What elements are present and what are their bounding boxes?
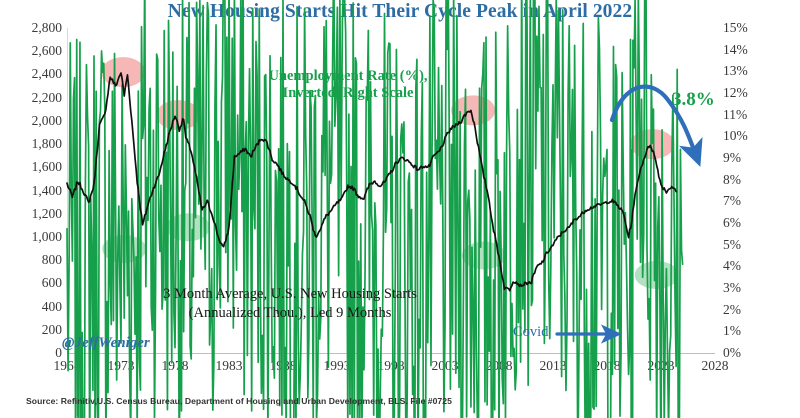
y-axis-right-tick: 7% <box>723 193 741 209</box>
chart-canvas <box>66 0 684 418</box>
y-axis-right-tick: 3% <box>723 280 741 295</box>
y-axis-left-tick: 2,600 <box>31 43 62 59</box>
y-axis-left-tick: 2,200 <box>31 89 62 105</box>
x-axis-tick: 1993 <box>323 358 351 373</box>
y-axis-left-tick: 600 <box>41 275 62 291</box>
unemployment-rate-line <box>66 0 684 418</box>
y-axis-right-tick: 1% <box>723 323 741 339</box>
covid-annotation: Covid <box>513 324 549 340</box>
housing-annotation-line2: (Annualized Thou.), Led 9 Months <box>188 305 392 321</box>
y-axis-left-tick: 2,400 <box>31 66 62 82</box>
y-axis-left-tick: 800 <box>41 252 62 268</box>
x-axis-line <box>67 353 715 354</box>
author-handle: @JeffWeniger <box>62 335 150 351</box>
housing-starts-line <box>66 72 677 292</box>
plot-area <box>66 0 715 418</box>
y-axis-right-tick: 9% <box>723 150 741 165</box>
unemployment-annotation-line2: Inverted, Right Scale <box>282 85 414 101</box>
source-note: Source: Refinitiv,U.S. Census Bureau, De… <box>26 396 452 406</box>
y-axis-right-tick: 12% <box>723 85 748 100</box>
x-axis-tick: 2013 <box>539 358 567 373</box>
y-axis-left-tick: 400 <box>41 298 62 314</box>
y-axis-right-tick: 13% <box>723 63 748 79</box>
y-axis-right-tick: 15% <box>723 20 748 35</box>
y-axis-line <box>67 28 68 353</box>
y-axis-left-tick: 1,000 <box>31 228 62 244</box>
y-axis-left-tick: 2,800 <box>31 20 62 35</box>
y-axis-left-tick: 2,000 <box>31 112 62 128</box>
unemployment-series-annotation: Unemployment Rate (%), Inverted, Right S… <box>213 68 483 102</box>
y-axis-right-tick: 4% <box>723 258 741 274</box>
y-axis-left-tick: 1,200 <box>31 205 62 221</box>
x-axis-tick: 2028 <box>701 358 729 373</box>
y-axis-right-tick: 14% <box>723 41 748 57</box>
y-axis-left-labels: 0 200 400 600 800 1,000 1,200 1,400 1,600 1,800 2,… <box>0 20 62 360</box>
x-axis-tick: 1973 <box>107 358 135 373</box>
y-axis-left-tick: 200 <box>41 321 62 337</box>
y-axis-left-tick: 0 <box>55 345 62 360</box>
y-axis-right-tick: 0% <box>723 345 741 360</box>
y-axis-right-labels: 0% 1% 2% 3% 4% 5% 6% 7% 8% 9% 10% 11% 12% 13% 14% 15% <box>723 20 793 360</box>
trend-down-arrow <box>609 84 703 167</box>
y-axis-left-tick: 1,400 <box>31 182 62 198</box>
y-axis-left-tick: 1,600 <box>31 159 62 175</box>
y-axis-right-tick: 10% <box>723 128 748 144</box>
x-axis-tick: 1983 <box>215 358 243 373</box>
current-unemployment-value: 3.8% <box>672 89 715 110</box>
y-axis-right-tick: 2% <box>723 301 741 317</box>
y-axis-right-tick: 6% <box>723 215 741 230</box>
y-axis-left-tick: 1,800 <box>31 136 62 152</box>
y-axis-right-tick: 5% <box>723 236 741 252</box>
y-axis-right-tick: 11% <box>723 106 748 122</box>
x-axis-tick: 1968 <box>53 358 81 373</box>
unemployment-annotation-line1: Unemployment Rate (%), <box>268 68 428 84</box>
housing-series-annotation: 3 Month Average, U.S. New Housing Starts… <box>90 285 490 323</box>
y-axis-right-tick: 8% <box>723 171 741 187</box>
housing-annotation-line1: 3 Month Average, U.S. New Housing Starts <box>163 286 417 302</box>
